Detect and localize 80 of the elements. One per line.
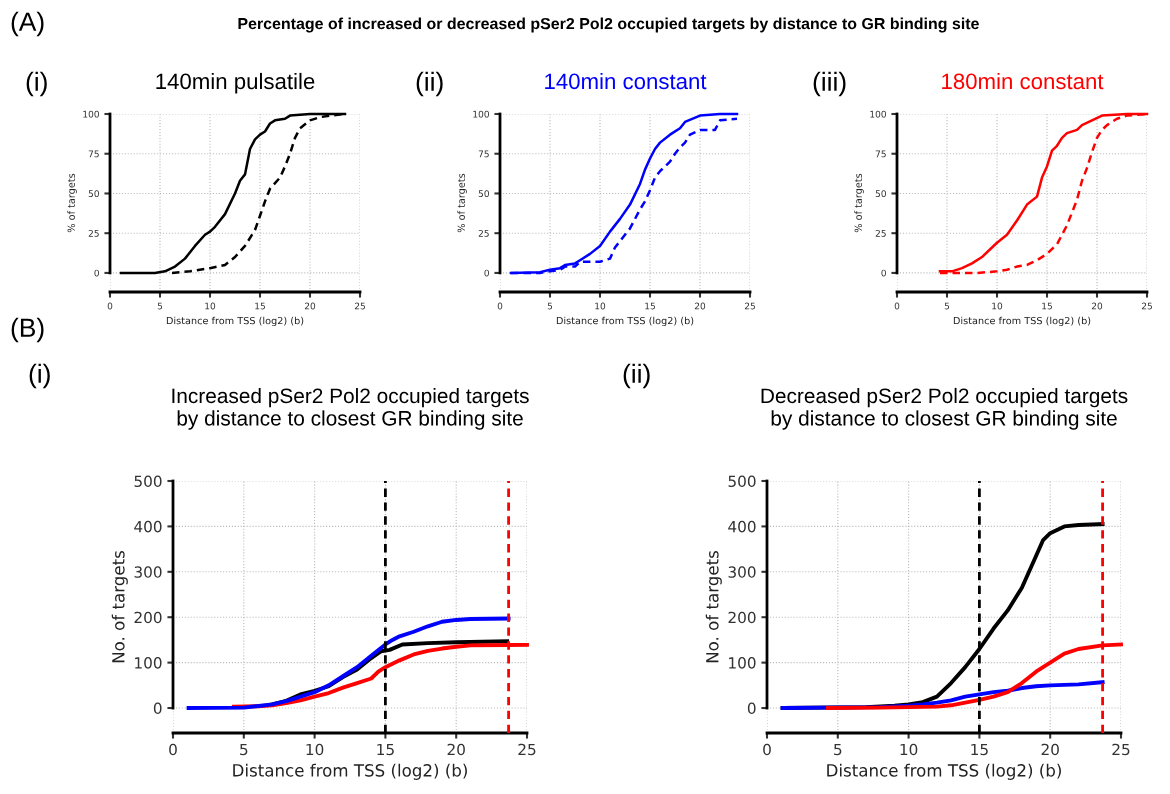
x-axis-title: Distance from TSS (log2) (b): [166, 316, 304, 327]
x-tick-label: 0: [107, 302, 113, 310]
chart-title: 140min pulsatile: [156, 72, 315, 94]
x-tick-label: 20: [1041, 743, 1059, 756]
x-tick-label: 0: [763, 743, 771, 756]
y-tick-label: 100: [135, 657, 162, 669]
x-tick-label: 15: [1042, 302, 1052, 310]
y-tick-label: 400: [134, 520, 162, 533]
chart-title: 140min constant: [545, 72, 707, 90]
x-tick-label: 25: [1112, 743, 1130, 756]
y-tick-label: 50: [875, 190, 886, 198]
y-axis-title: % of targets: [67, 173, 77, 233]
x-tick-label: 20: [304, 302, 316, 310]
chart-title: Increased pSer2 Pol2 occupied targets by distance to closest GR binding site: [172, 387, 529, 430]
x-tick-label: 10: [205, 302, 216, 310]
y-tick-label: 0: [484, 269, 489, 277]
y-axis-title: No. of targets: [111, 550, 128, 663]
chart-title: 180min constant: [942, 72, 1104, 90]
y-tick-label: 200: [134, 611, 162, 624]
y-tick-label: 0: [747, 702, 756, 715]
text: (i): [26, 71, 47, 97]
y-tick-label: 200: [728, 611, 756, 624]
x-tick-label: 0: [894, 302, 900, 310]
x-tick-label: 15: [255, 302, 265, 310]
line-series: [186, 616, 511, 710]
text: (A): [11, 11, 44, 37]
y-tick-label: 25: [478, 229, 489, 237]
text: Percentage of increased or decreased pSer2 Pol2 occupied targets by distance to GR binding site: [238, 17, 979, 33]
chart-title: Decreased pSer2 Pol2 occupied targets by distance to closest GR binding site: [761, 387, 1128, 430]
y-tick-label: 75: [88, 150, 99, 158]
y-tick-label: 100: [729, 657, 756, 669]
x-tick-label: 15: [645, 302, 655, 310]
x-tick-label: 5: [944, 302, 950, 310]
y-axis-title: % of targets: [457, 173, 467, 233]
y-tick-label: 75: [875, 150, 886, 158]
y-tick-label: 25: [875, 229, 886, 237]
text: (ii): [623, 363, 650, 389]
y-tick-label: 300: [134, 566, 162, 578]
y-tick-label: 300: [728, 566, 756, 578]
x-tick-label: 15: [377, 743, 394, 756]
x-tick-label: 15: [971, 743, 988, 756]
x-tick-label: 5: [240, 743, 248, 756]
y-tick-label: 400: [728, 520, 756, 533]
x-axis-title: Distance from TSS (log2) (b): [233, 763, 467, 780]
text: (ii): [416, 71, 443, 97]
y-tick-label: 500: [134, 475, 162, 488]
x-tick-label: 10: [900, 743, 918, 756]
text: (B): [11, 317, 44, 343]
y-tick-label: 100: [870, 110, 886, 118]
x-tick-label: 20: [1091, 302, 1103, 310]
text: (iii): [813, 71, 846, 97]
x-tick-label: 20: [694, 302, 706, 310]
y-tick-label: 0: [153, 702, 162, 715]
x-tick-label: 25: [1141, 302, 1152, 310]
y-tick-label: 75: [478, 150, 489, 158]
y-tick-label: 0: [881, 269, 886, 277]
x-tick-label: 25: [518, 743, 536, 756]
x-tick-label: 5: [157, 302, 163, 310]
x-tick-label: 5: [547, 302, 553, 310]
y-tick-label: 0: [94, 269, 99, 277]
x-tick-label: 10: [595, 302, 606, 310]
x-tick-label: 0: [497, 302, 503, 310]
x-axis-title: Distance from TSS (log2) (b): [953, 316, 1091, 327]
y-tick-label: 25: [88, 229, 99, 237]
y-tick-label: 100: [473, 110, 489, 118]
x-tick-label: 10: [992, 302, 1003, 310]
x-tick-label: 10: [306, 743, 324, 756]
y-axis-title: No. of targets: [705, 550, 722, 663]
x-axis-title: Distance from TSS (log2) (b): [827, 763, 1061, 780]
x-tick-label: 5: [834, 743, 842, 756]
x-axis-title: Distance from TSS (log2) (b): [556, 316, 694, 327]
y-tick-label: 50: [88, 190, 99, 198]
x-tick-label: 20: [447, 743, 465, 756]
y-tick-label: 500: [728, 475, 756, 488]
y-tick-label: 100: [83, 110, 99, 118]
y-tick-label: 50: [478, 190, 489, 198]
text: (i): [29, 363, 50, 389]
y-axis-title: % of targets: [854, 173, 864, 233]
x-tick-label: 0: [169, 743, 177, 756]
x-tick-label: 25: [354, 302, 365, 310]
